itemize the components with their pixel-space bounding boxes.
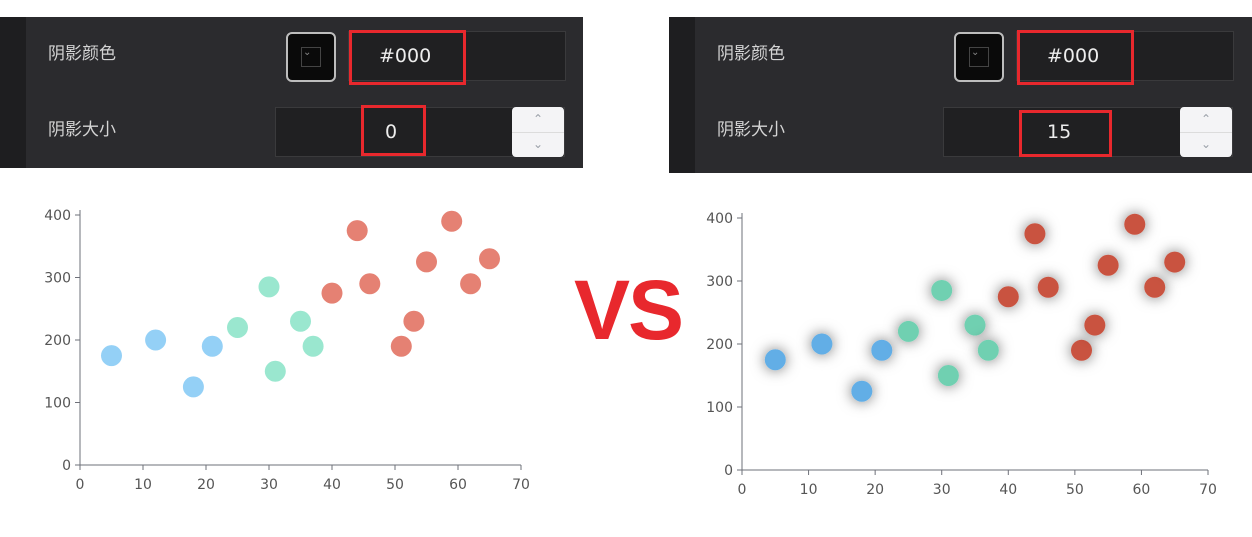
swatch-chip [301,47,321,67]
scatter-point[interactable] [1024,223,1046,245]
y-tick-label: 400 [706,211,733,227]
scatter-point[interactable] [390,335,412,357]
x-tick-label: 60 [1133,482,1151,498]
shadow-size-stepper[interactable]: ⌃ ⌄ [1180,107,1232,157]
scatter-point[interactable] [227,317,248,338]
scatter-point[interactable] [302,335,324,357]
shadow-size-value: 15 [1047,121,1072,143]
scatter-point[interactable] [1124,213,1146,235]
scatter-point[interactable] [1037,276,1059,298]
x-tick-label: 10 [800,482,818,498]
scatter-point[interactable] [964,314,986,336]
x-tick-label: 20 [866,482,884,498]
scatter-point[interactable] [182,376,204,398]
highlight-box-color [1017,30,1134,85]
settings-panel-right: 阴影颜色 ⌄ #000 阴影大小 15 ⌃ ⌄ [669,17,1252,173]
y-tick-label: 100 [706,400,733,416]
scatter-point[interactable] [321,282,343,304]
scatter-point[interactable] [1071,339,1093,361]
scatter-point[interactable] [1164,251,1186,273]
y-tick-label: 0 [62,458,71,474]
swatch-chip [969,47,989,67]
highlight-box-size [1019,110,1112,157]
scatter-point[interactable] [201,335,223,357]
scatter-point[interactable] [416,251,437,273]
scatter-point[interactable] [145,329,167,351]
x-tick-label: 10 [134,477,152,493]
x-tick-label: 60 [449,477,467,493]
y-tick-label: 0 [724,463,733,479]
scatter-point[interactable] [931,279,953,301]
scatter-point[interactable] [1084,314,1106,336]
chevron-down-icon[interactable]: ⌄ [1200,137,1212,151]
y-tick-label: 300 [706,274,733,290]
scatter-point[interactable] [811,333,833,355]
shadow-color-value: #000 [1047,45,1100,67]
shadow-color-input[interactable]: #000 [1016,31,1234,81]
x-tick-label: 0 [76,477,85,493]
chevron-down-icon: ⌄ [303,47,312,58]
x-tick-label: 70 [512,477,530,493]
scatter-point[interactable] [897,320,919,342]
chevron-down-icon[interactable]: ⌄ [532,137,544,151]
y-tick-label: 200 [44,333,71,349]
highlight-box-color [349,30,466,85]
scatter-point[interactable] [101,345,122,367]
shadow-color-label: 阴影颜色 [717,44,785,64]
chevron-down-icon: ⌄ [971,47,980,58]
x-tick-label: 30 [933,482,951,498]
scatter-point[interactable] [460,273,482,295]
scatter-point[interactable] [479,248,500,270]
scatter-point[interactable] [403,310,425,332]
x-tick-label: 40 [999,482,1017,498]
scatter-chart-with-shadow: 0 100 200 300 400 0 10 20 30 40 50 60 70 [706,211,1217,498]
settings-panel-left: 阴影颜色 ⌄ #000 阴影大小 0 ⌃ ⌄ [0,17,583,168]
scatter-point[interactable] [851,380,873,402]
shadow-color-swatch[interactable]: ⌄ [954,32,1004,82]
scatter-point[interactable] [258,276,280,298]
x-tick-label: 0 [738,482,747,498]
shadow-size-label: 阴影大小 [48,120,116,140]
x-tick-label: 40 [323,477,341,493]
scatter-point[interactable] [359,273,381,295]
chevron-up-icon[interactable]: ⌃ [512,107,564,133]
y-tick-label: 400 [44,208,71,224]
scatter-chart-no-shadow: 0 100 200 300 400 0 10 20 30 40 50 60 70 [44,208,530,493]
x-tick-label: 50 [1066,482,1084,498]
shadow-color-swatch[interactable]: ⌄ [286,32,336,82]
x-tick-label: 30 [260,477,278,493]
y-tick-label: 200 [706,337,733,353]
scatter-point[interactable] [441,210,463,232]
chevron-up-icon[interactable]: ⌃ [1180,107,1232,133]
x-tick-label: 20 [197,477,215,493]
shadow-color-label: 阴影颜色 [48,44,116,64]
scatter-point[interactable] [997,286,1019,308]
shadow-size-stepper[interactable]: ⌃ ⌄ [512,107,564,157]
shadow-color-value: #000 [379,45,432,67]
highlight-box-size [361,105,426,156]
x-tick-label: 50 [386,477,404,493]
y-tick-label: 300 [44,271,71,287]
vs-label: VS [574,263,684,357]
shadow-size-label: 阴影大小 [717,120,785,140]
shadow-size-value: 0 [385,121,398,143]
scatter-point[interactable] [871,339,893,361]
scatter-point[interactable] [1097,254,1119,276]
scatter-point[interactable] [290,310,311,332]
y-tick-label: 100 [44,396,71,412]
scatter-point[interactable] [1144,276,1166,298]
scatter-point[interactable] [346,220,368,242]
x-tick-label: 70 [1199,482,1217,498]
scatter-point[interactable] [764,349,786,371]
scatter-point[interactable] [977,339,999,361]
scatter-point[interactable] [264,360,286,382]
scatter-point[interactable] [937,365,959,386]
